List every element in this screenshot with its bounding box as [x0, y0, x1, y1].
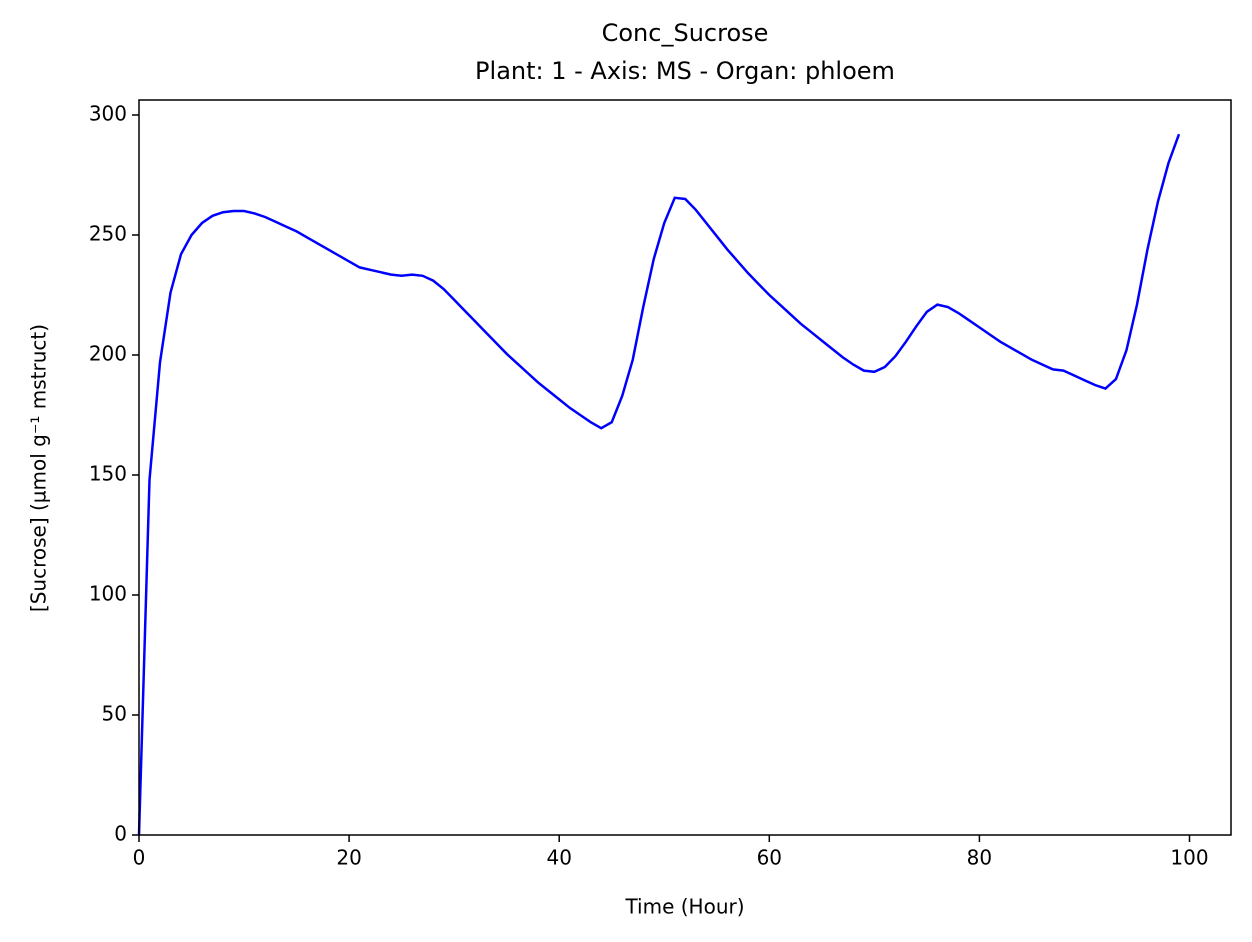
- x-tick-label: 40: [546, 846, 571, 870]
- plot-frame: [138, 99, 1232, 836]
- y-tick-label: 300: [89, 102, 127, 126]
- x-tick-label: 80: [967, 846, 992, 870]
- x-tick-label: 100: [1170, 846, 1208, 870]
- x-tick-label: 0: [133, 846, 146, 870]
- chart-title: Conc_Sucrose: [602, 19, 769, 47]
- y-tick-label: 50: [102, 702, 127, 726]
- data-line: [137, 133, 1181, 836]
- y-tick-label: 200: [89, 342, 127, 366]
- y-tick-label: 250: [89, 222, 127, 246]
- y-tick-label: 0: [114, 822, 127, 846]
- x-axis-label: Time (Hour): [624, 895, 744, 919]
- y-axis-label: [Sucrose] (µmol g⁻¹ mstruct): [27, 324, 51, 612]
- y-tick-label: 100: [89, 582, 127, 606]
- y-tick-label: 150: [89, 462, 127, 486]
- chart-subtitle: Plant: 1 - Axis: MS - Organ: phloem: [475, 57, 895, 85]
- x-tick-label: 60: [757, 846, 782, 870]
- x-tick-label: 20: [336, 846, 361, 870]
